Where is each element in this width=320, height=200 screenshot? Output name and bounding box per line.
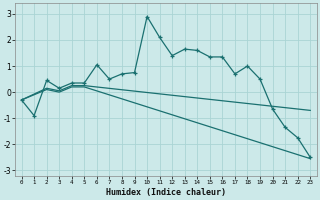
X-axis label: Humidex (Indice chaleur): Humidex (Indice chaleur) [106,188,226,197]
